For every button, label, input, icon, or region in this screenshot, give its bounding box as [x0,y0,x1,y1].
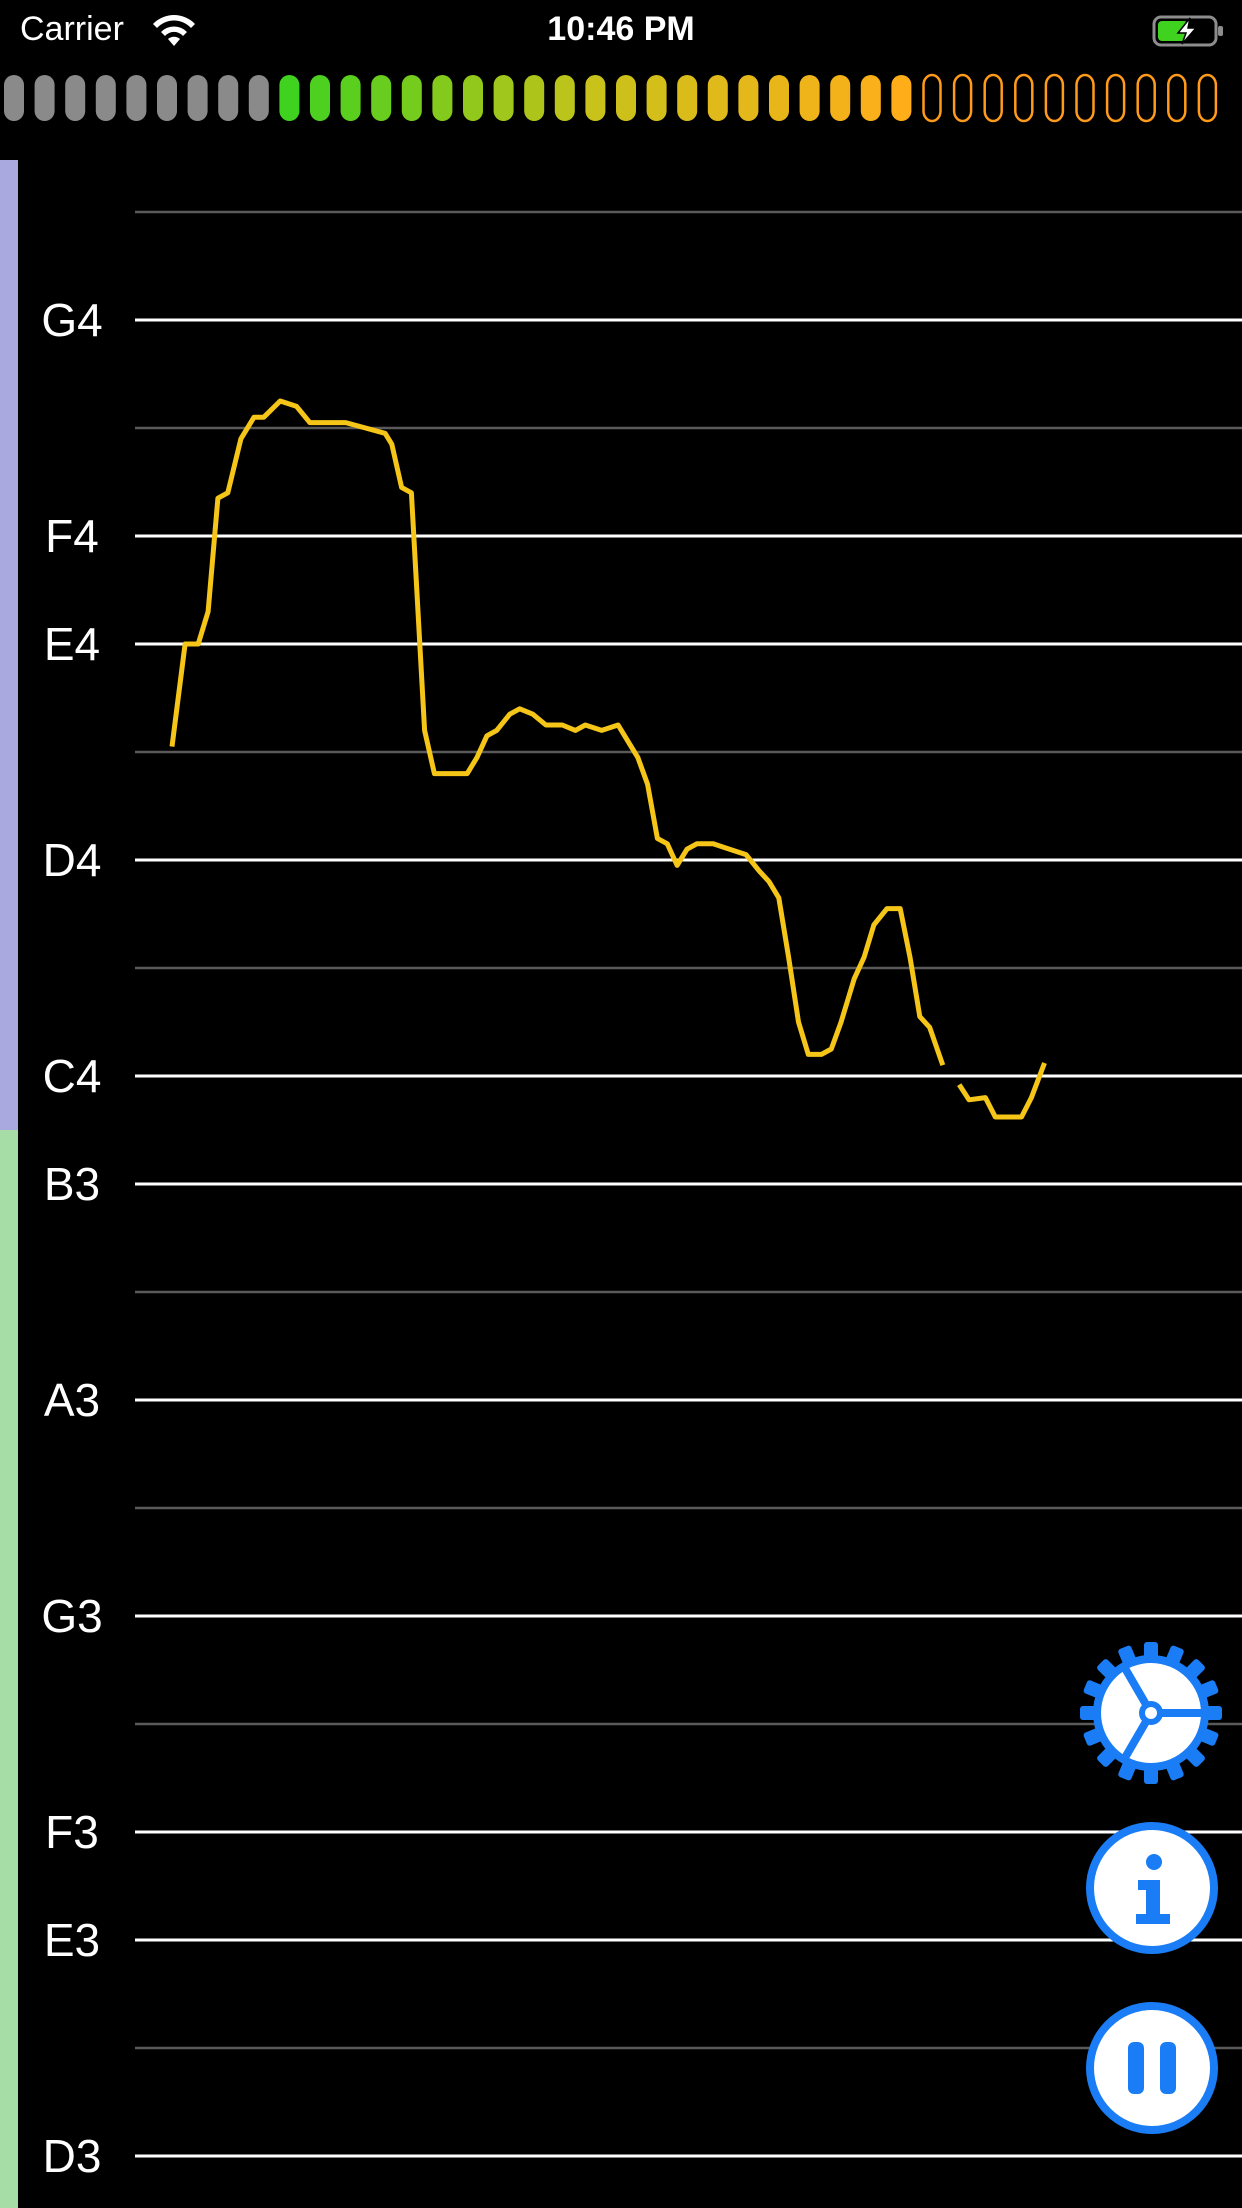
level-segment [769,75,789,121]
info-button[interactable] [1084,1820,1220,1956]
note-label: D3 [42,2130,102,2182]
upper-range-bar [0,160,18,1130]
carrier-label: Carrier [20,10,124,48]
note-label: G3 [41,1590,103,1642]
lower-range-bar [0,1130,18,2208]
level-segment [432,75,453,121]
level-segment [983,73,1003,123]
level-segment [187,75,208,121]
clock: 10:46 PM [547,10,695,48]
level-segment [248,75,269,121]
info-icon [1086,1822,1218,1954]
level-segment [1197,73,1218,123]
settings-gear-icon [1080,1642,1222,1784]
level-segment [554,75,575,121]
level-segment [126,75,147,121]
pitch-trace-segment [957,1062,1047,1120]
level-segment [952,73,973,123]
level-segment [1105,73,1126,123]
level-segment [646,75,667,121]
level-segment [677,75,698,121]
pause-icon [1086,2002,1218,2134]
level-segment [738,75,759,121]
wifi-icon [153,15,195,46]
level-segment [1014,73,1034,123]
level-segment [1136,73,1156,123]
level-segment [95,75,116,121]
level-segment [310,75,330,121]
level-segment [401,75,422,121]
level-segment [1075,73,1095,123]
note-label: C4 [42,1050,102,1102]
level-segment [218,75,239,121]
level-segment [799,75,820,121]
level-segment [707,75,728,121]
note-label: E4 [43,618,101,670]
level-segment [34,75,55,121]
level-segment [157,75,177,121]
note-label: F4 [45,510,99,562]
level-segment [585,75,606,121]
level-segment [4,75,24,121]
pause-button[interactable] [1084,2000,1220,2136]
note-label: E3 [43,1914,101,1966]
level-segment [463,75,483,121]
level-segment [279,75,300,121]
note-label: F3 [45,1806,99,1858]
level-segment [493,75,514,121]
pitch-trace-segment [169,398,946,1067]
level-segment [830,75,851,121]
level-segment [1044,73,1065,123]
level-segment [65,75,86,121]
level-segment [1167,73,1187,123]
settings-button[interactable] [1076,1638,1226,1788]
note-label: A3 [43,1374,101,1426]
level-segment [891,75,912,121]
input-level-meter [4,73,1218,123]
level-segment [860,75,881,121]
note-label: G4 [41,294,103,346]
level-segment [524,75,545,121]
level-segment [340,75,361,121]
level-segment [616,75,636,121]
status-bar: Carrier 10:46 PM [0,0,1242,62]
note-label: B3 [43,1158,101,1210]
level-segment [371,75,392,121]
battery-charging-icon [1152,15,1223,47]
level-segment [922,73,942,123]
note-label: D4 [42,834,102,886]
